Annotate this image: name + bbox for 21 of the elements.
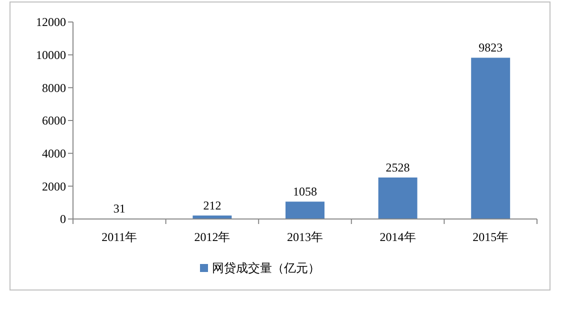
x-tick-label: 2015年 [472,230,509,244]
data-label: 9823 [478,40,503,55]
data-label: 212 [203,198,222,213]
y-tick-label: 12000 [36,15,66,30]
bar [286,202,324,219]
data-label: 31 [113,201,126,216]
y-tick-label: 0 [60,212,66,226]
x-tick-label: 2011年 [102,230,138,244]
y-tick-label: 10000 [36,48,66,62]
y-tick-label: 4000 [42,146,66,161]
x-tick-label: 2013年 [287,230,323,244]
y-tick-label: 8000 [42,80,66,95]
y-tick-label: 2000 [42,179,66,194]
x-tick-label: 2014年 [380,230,416,244]
bar [378,178,418,219]
legend-label: 网贷成交量（亿元） [212,261,320,276]
data-label: 2528 [386,160,410,174]
bar [471,58,510,219]
data-label: 1058 [293,184,317,199]
y-tick-label: 6000 [42,114,66,128]
x-tick-label: 2012年 [194,230,230,244]
